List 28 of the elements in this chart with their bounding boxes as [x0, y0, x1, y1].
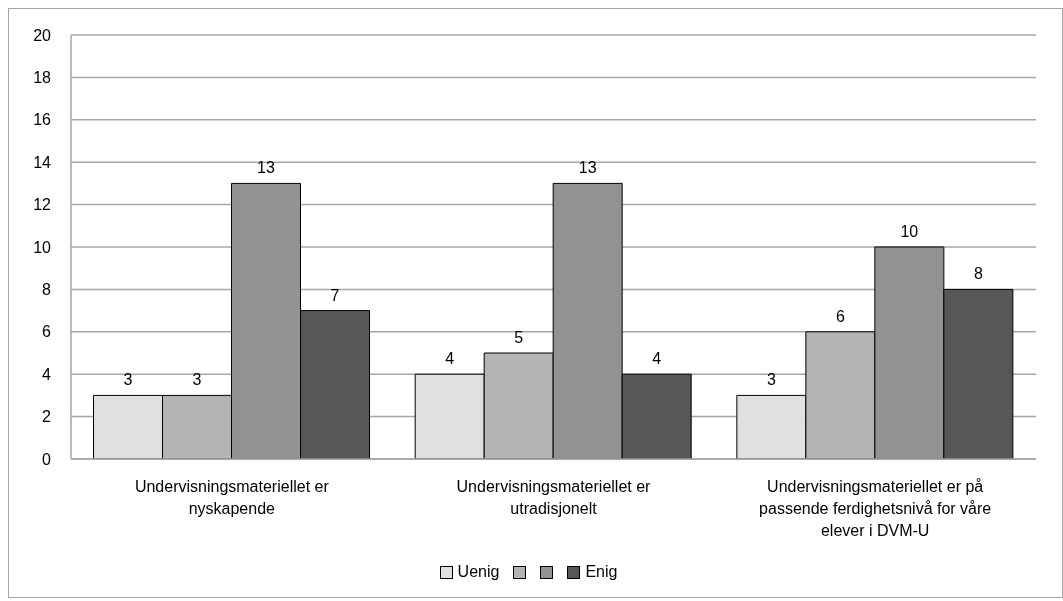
data-label: 4 [445, 350, 455, 368]
y-tick-label: 14 [33, 153, 52, 171]
legend-label: Uenig [457, 563, 500, 581]
x-tick-label: Undervisningsmateriellet er utradisjonelt [456, 478, 652, 518]
y-tick-label: 4 [42, 365, 52, 383]
y-tick-label: 16 [33, 111, 52, 129]
y-tick-label: 10 [33, 238, 52, 256]
data-label: 3 [123, 371, 133, 389]
y-tick-label: 8 [42, 281, 52, 299]
data-label: 3 [192, 371, 202, 389]
y-tick-label: 20 [33, 26, 52, 44]
data-label: 4 [652, 350, 662, 368]
x-tick-label: Undervisningsmateriellet er på passende ferdighetsnivå for våre elever i DVM-U [759, 478, 992, 540]
y-tick-label: 2 [42, 408, 52, 426]
data-label: 10 [900, 223, 919, 240]
y-tick-label: 18 [33, 69, 52, 87]
data-label: 3 [766, 371, 776, 389]
data-label: 7 [330, 286, 340, 304]
data-label: 5 [514, 329, 524, 346]
y-tick-label: 6 [42, 323, 52, 341]
data-label: 8 [973, 265, 983, 283]
y-tick-label: 12 [33, 196, 52, 214]
data-label: 6 [835, 307, 845, 325]
data-label: 13 [578, 159, 597, 177]
x-tick-label: Undervisningsmateriellet er nyskapende [134, 478, 330, 518]
legend-label: Enig [585, 563, 618, 581]
y-tick-label: 0 [42, 450, 52, 468]
data-label: 13 [257, 159, 276, 177]
